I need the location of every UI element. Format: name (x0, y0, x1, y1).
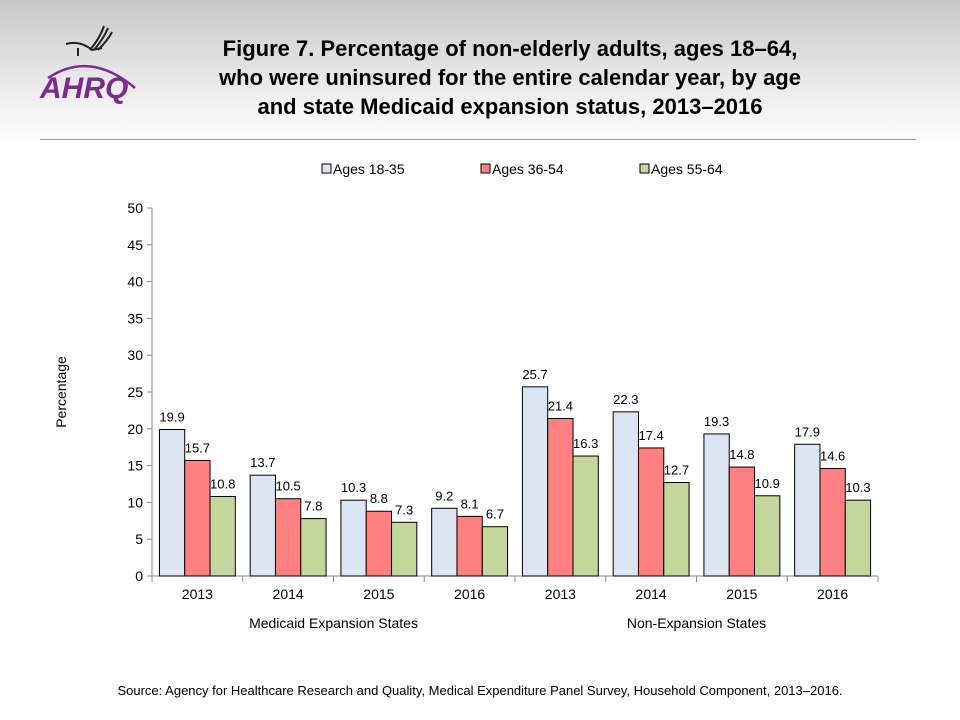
legend-label: Ages 18-35 (333, 161, 405, 177)
y-tick-label: 40 (127, 274, 143, 290)
legend-swatch (321, 163, 332, 174)
data-label: 10.3 (341, 480, 366, 495)
group-label: Non-Expansion States (627, 615, 766, 631)
x-tick-label: 2013 (545, 586, 576, 602)
legend-label: Ages 36-54 (492, 161, 564, 177)
bar-ages-55-64 (209, 496, 236, 577)
bar-ages-36-54 (819, 468, 846, 577)
bar-ages-18-35 (794, 443, 821, 577)
bar-ages-18-35 (431, 507, 458, 577)
bar-ages-36-54 (547, 417, 574, 577)
bar-ages-36-54 (728, 466, 756, 577)
bar-ages-55-64 (844, 499, 872, 577)
data-label: 15.7 (185, 440, 210, 455)
y-axis-label: Percentage (53, 356, 69, 428)
bar-ages-55-64 (391, 521, 418, 577)
bar-ages-55-64 (572, 455, 599, 577)
y-tick-label: 35 (127, 310, 143, 326)
bar-ages-36-54 (274, 498, 302, 577)
data-label: 7.3 (395, 502, 413, 517)
chart-title: Figure 7. Percentage of non-elderly adul… (219, 36, 801, 119)
bar-ages-36-54 (365, 510, 393, 577)
data-label: 10.5 (275, 479, 300, 494)
x-tick-label: 2014 (273, 586, 304, 602)
data-label: 21.4 (548, 398, 573, 413)
bar-ages-36-54 (456, 515, 483, 577)
y-tick-label: 5 (135, 531, 143, 547)
data-label: 16.3 (573, 436, 598, 451)
data-label: 25.7 (522, 367, 547, 382)
bar-ages-55-64 (754, 495, 781, 577)
data-label: 10.8 (210, 477, 235, 492)
data-label: 10.9 (755, 476, 780, 491)
data-label: 13.7 (250, 455, 275, 470)
bar-chart: Ages 18-35 Ages 36-54 Ages 55-64 Percentag… (53, 161, 879, 631)
data-label: 8.8 (370, 491, 388, 506)
data-label: 9.2 (435, 488, 453, 503)
x-tick-label: 2015 (726, 586, 757, 602)
y-tick-label: 0 (135, 568, 143, 584)
data-label: 19.3 (704, 414, 729, 429)
data-label: 6.7 (486, 507, 504, 522)
y-tick-label: 25 (127, 384, 143, 400)
bar-ages-36-54 (184, 459, 211, 577)
hhs-eagle-icon (65, 25, 113, 56)
y-tick-label: 45 (127, 237, 143, 253)
y-tick-label: 20 (127, 421, 143, 437)
bar-ages-55-64 (300, 518, 327, 577)
legend-swatch (639, 163, 650, 174)
y-tick-label: 30 (127, 347, 143, 363)
bar-ages-36-54 (637, 447, 665, 577)
x-tick-label: 2013 (182, 586, 213, 602)
x-tick-label: 2014 (636, 586, 667, 602)
bar-ages-55-64 (663, 482, 690, 577)
data-label: 10.3 (845, 480, 870, 495)
bar-ages-18-35 (249, 474, 276, 577)
legend-label: Ages 55-64 (651, 161, 723, 177)
data-label: 14.8 (729, 447, 754, 462)
x-tick-label: 2015 (363, 586, 394, 602)
data-label: 19.9 (159, 410, 184, 425)
data-label: 8.1 (461, 496, 479, 511)
legend-swatch (480, 163, 491, 174)
ahrq-logo: AHRQ (30, 10, 170, 110)
bar-ages-18-35 (158, 429, 186, 577)
legend: Ages 18-35 Ages 36-54 Ages 55-64 (321, 161, 723, 177)
bar-ages-18-35 (703, 433, 730, 577)
y-tick-label: 15 (127, 458, 143, 474)
y-tick-label: 10 (127, 494, 143, 510)
source-note: Source: Agency for Healthcare Research a… (117, 683, 843, 698)
data-label: 7.8 (304, 499, 322, 514)
data-label: 17.9 (795, 424, 820, 439)
divider (40, 139, 916, 140)
x-tick-label: 2016 (817, 586, 848, 602)
data-label: 14.6 (820, 449, 845, 464)
bar-ages-18-35 (612, 411, 639, 577)
bar-ages-18-35 (340, 499, 367, 577)
data-label: 22.3 (613, 392, 638, 407)
bar-ages-55-64 (481, 526, 509, 577)
y-tick-label: 50 (127, 200, 143, 216)
x-tick-label: 2016 (454, 586, 485, 602)
bar-ages-18-35 (521, 386, 549, 577)
group-label: Medicaid Expansion States (249, 615, 418, 631)
data-label: 12.7 (664, 463, 689, 478)
data-label: 17.4 (638, 428, 663, 443)
logo-text: AHRQ (39, 72, 128, 105)
